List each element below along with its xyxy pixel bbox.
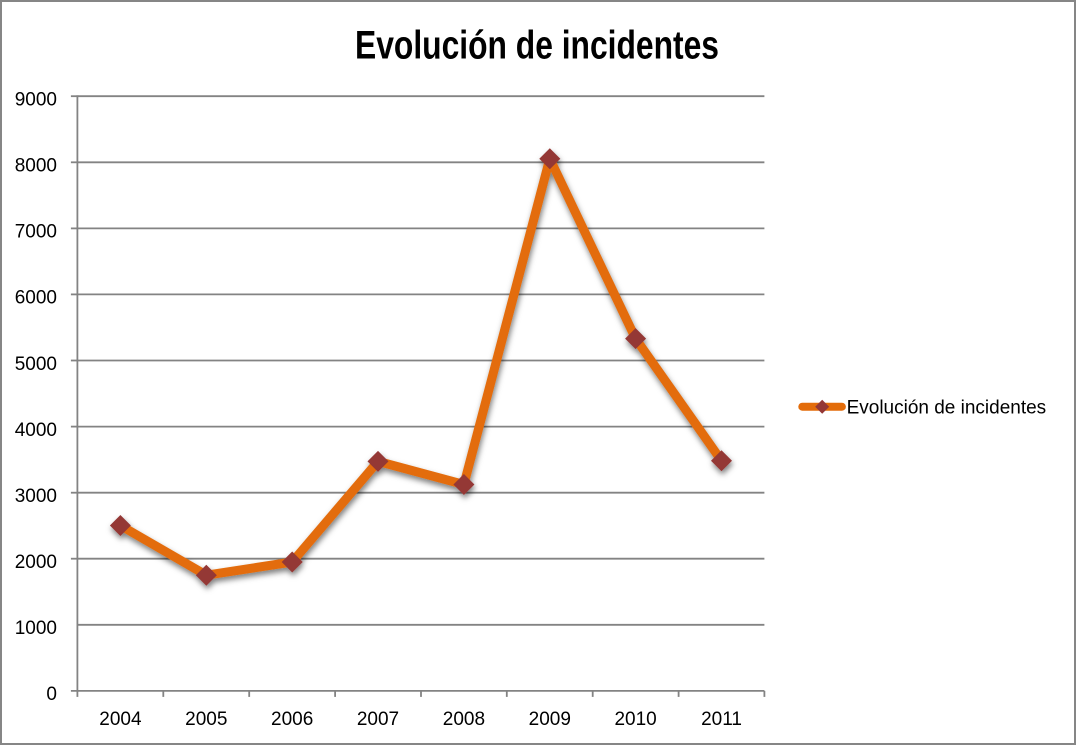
svg-text:9000: 9000: [15, 90, 57, 111]
svg-text:8000: 8000: [15, 156, 57, 177]
svg-text:0: 0: [46, 684, 57, 705]
svg-text:2006: 2006: [271, 709, 313, 730]
svg-text:2005: 2005: [185, 709, 227, 730]
svg-text:7000: 7000: [15, 222, 57, 243]
svg-text:3000: 3000: [15, 486, 57, 507]
svg-text:6000: 6000: [15, 288, 57, 309]
svg-text:4000: 4000: [15, 420, 57, 441]
svg-text:2010: 2010: [614, 709, 656, 730]
svg-text:2009: 2009: [529, 709, 571, 730]
svg-text:2011: 2011: [701, 709, 742, 730]
svg-text:1000: 1000: [15, 618, 57, 639]
svg-text:2007: 2007: [357, 709, 399, 730]
svg-text:2004: 2004: [99, 709, 142, 730]
svg-text:Evolución de incidentes: Evolución de incidentes: [847, 398, 1047, 419]
svg-text:5000: 5000: [15, 354, 57, 375]
svg-text:Evolución de incidentes: Evolución de incidentes: [355, 24, 719, 68]
svg-text:2000: 2000: [15, 552, 57, 573]
svg-text:2008: 2008: [443, 709, 485, 730]
